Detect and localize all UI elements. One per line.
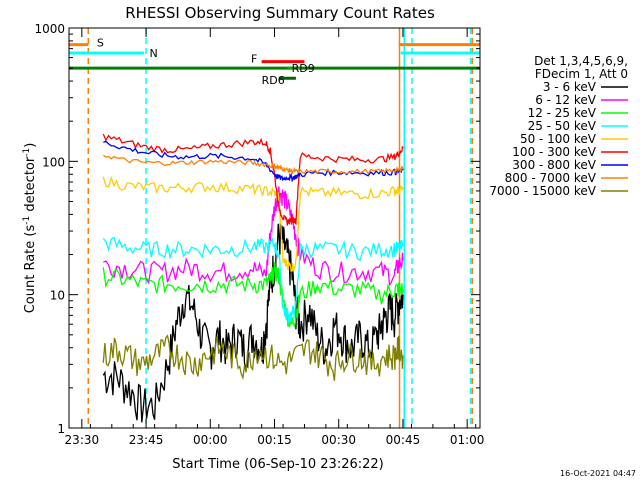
y-axis-label-main: Count Rate (s [23,225,38,314]
y-axis-label-sup1: -1 [22,216,32,225]
series-line-5 [102,133,404,226]
legend-header-2: FDecim 1, Att 0 [535,67,628,81]
chart-title: RHESSI Observing Summary Count Rates [125,4,435,22]
timestamp: 16-Oct-2021 04:47 [560,469,636,478]
series-line-0 [102,223,404,423]
x-tick-label: 00:15 [257,433,292,447]
y-tick-label: 1 [57,422,65,436]
x-tick-label: 23:30 [65,433,100,447]
y-tick-label: 10 [50,289,65,303]
x-tick-label: 01:00 [450,433,485,447]
legend: Det 1,3,4,5,6,9, FDecim 1, Att 0 3 - 6 k… [489,54,628,198]
series-line-1 [103,186,404,287]
flag-label-s: S [97,37,104,50]
legend-label-2: 12 - 25 keV [528,106,597,120]
legend-label-5: 100 - 300 keV [512,145,596,159]
y-tick-label: 1000 [34,22,65,36]
y-tick-label: 100 [42,155,65,169]
flag-label-rd6: RD6 [262,74,285,87]
x-axis-label: Start Time (06-Sep-10 23:26:22) [172,457,383,472]
series-line-2 [102,261,404,329]
x-tick-label: 00:45 [386,433,421,447]
plot-area: S N F RD9 RD6 [69,28,480,428]
x-tick-label: 00:30 [321,433,356,447]
legend-label-7: 800 - 7000 keV [505,171,597,185]
x-axis: 23:30 23:45 00:00 00:15 00:30 00:45 01:00 [65,28,485,447]
flag-label-n: N [149,47,157,60]
x-tick-label: 23:45 [129,433,164,447]
y-axis-label-end: ) [23,143,38,148]
series-line-3 [102,236,404,324]
y-axis-label-sup2: -1 [22,148,32,157]
legend-label-0: 3 - 6 keV [543,80,597,94]
legend-label-8: 7000 - 15000 keV [489,184,596,198]
legend-label-6: 300 - 800 keV [512,158,596,172]
legend-header-1: Det 1,3,4,5,6,9, [534,54,628,68]
series-line-7 [102,154,404,176]
series-line-6 [103,140,404,183]
y-axis-label-mid: detector [23,156,38,216]
legend-label-3: 25 - 50 keV [528,119,597,133]
y-axis-label: Count Rate (s-1 detector-1) [22,143,38,314]
legend-label-4: 50 - 100 keV [520,132,597,146]
x-tick-label: 00:00 [193,433,228,447]
flag-label-f: F [251,53,257,66]
series-line-8 [102,334,404,381]
legend-label-1: 6 - 12 keV [535,93,597,107]
flag-label-rd9: RD9 [292,62,315,75]
y-axis: 1 10 100 1000 [34,22,480,436]
series-line-4 [102,175,404,272]
